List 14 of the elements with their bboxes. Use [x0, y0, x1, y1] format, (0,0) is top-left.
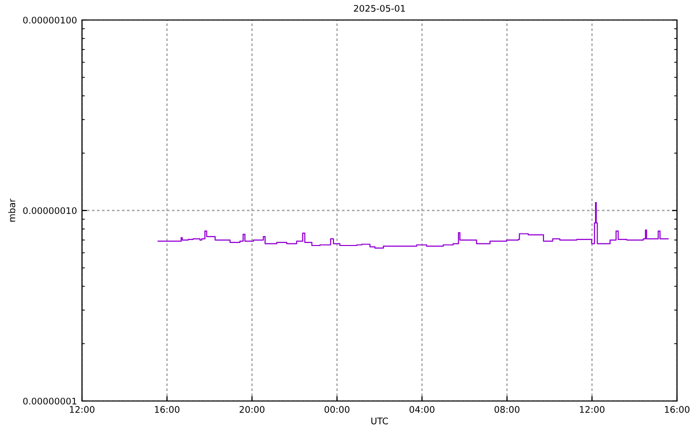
- y-tick-label: 0.00000100: [23, 16, 77, 24]
- chart-title: 2025-05-01: [354, 4, 405, 12]
- y-axis-title: mbar: [8, 198, 16, 222]
- x-tick-label: 12:00: [580, 406, 604, 413]
- x-tick-label: 16:00: [154, 406, 180, 413]
- x-tick-label: 08:00: [494, 406, 520, 413]
- x-tick-label: 12:00: [70, 406, 94, 413]
- x-tick-label: 04:00: [410, 406, 434, 413]
- x-tick-label: 00:00: [324, 406, 350, 413]
- y-tick-label: 0.00000001: [23, 398, 76, 405]
- x-axis-title: UTC: [371, 418, 388, 424]
- y-tick-label: 0.00000010: [23, 207, 77, 214]
- x-tick-label: 16:00: [664, 406, 690, 413]
- x-tick-label: 20:00: [240, 406, 264, 413]
